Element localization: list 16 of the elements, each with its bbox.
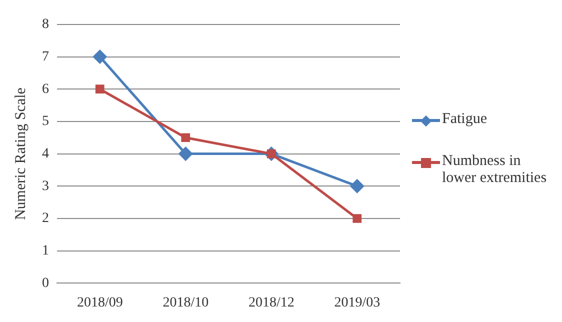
- y-tick-label: 3: [42, 178, 49, 194]
- y-tick-label: 4: [42, 146, 49, 162]
- y-tick-label: 2: [42, 211, 49, 226]
- x-tick-label: 2019/03: [334, 295, 380, 310]
- y-tick-label: 0: [42, 276, 49, 291]
- legend-label: Fatigue: [442, 111, 487, 128]
- y-tick-label: 6: [42, 82, 49, 97]
- y-axis-title: Numeric Rating Scale: [12, 87, 29, 220]
- y-tick-label: 8: [42, 17, 49, 32]
- x-tick-label: 2018/12: [248, 295, 294, 310]
- y-tick-label: 7: [42, 49, 49, 64]
- x-tick-label: 2018/09: [76, 295, 123, 310]
- y-tick-label: 5: [42, 114, 49, 130]
- x-tick-label: 2018/10: [162, 295, 209, 310]
- y-tick-label: 1: [42, 244, 49, 259]
- legend-label: Numbness in lower extremities: [442, 153, 548, 187]
